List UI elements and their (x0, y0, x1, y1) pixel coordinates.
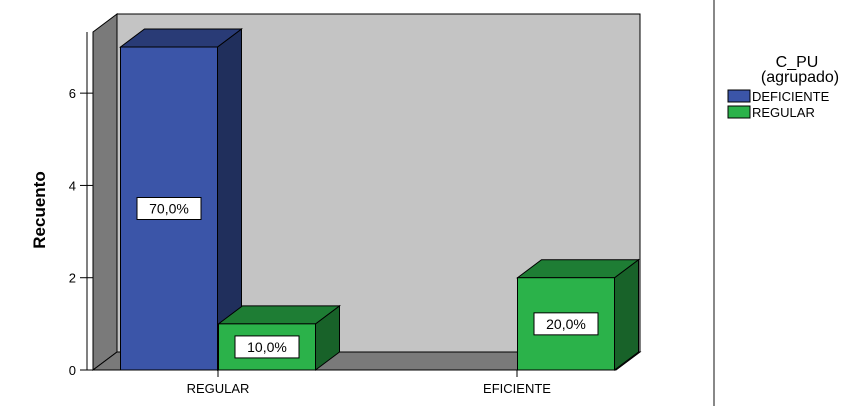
legend-swatch-regular (727, 105, 751, 119)
legend-swatch-deficiente (727, 89, 751, 103)
category-label: EFICIENTE (483, 381, 551, 396)
y-tick-label: 4 (69, 178, 76, 193)
left-wall (92, 13, 118, 371)
legend-label-regular: REGULAR (752, 105, 815, 120)
bar-side-face (614, 258, 639, 371)
bar-regular-eficiente: 20,0% (516, 258, 640, 371)
data-label: 20,0% (546, 316, 586, 332)
legend-label-deficiente: DEFICIENTE (752, 89, 830, 104)
y-tick-label: 6 (69, 86, 76, 101)
y-tick-label: 2 (69, 271, 76, 286)
category-label: REGULAR (187, 381, 250, 396)
data-label-box (234, 335, 300, 359)
y-axis-title: Recuento (30, 171, 49, 248)
bar-deficiente-regular: 70,0% (119, 28, 243, 371)
y-tick-label: 0 (69, 363, 76, 378)
category-labels: REGULAR EFICIENTE (187, 370, 551, 396)
y-axis-ticks: 0 2 4 6 (69, 86, 93, 378)
legend-title-line1: C_PU (776, 54, 819, 71)
data-label: 70,0% (149, 201, 189, 217)
bars-group: 70,0% 10,0% 20,0% (119, 28, 640, 371)
data-label-box (533, 312, 599, 336)
bar-regular-regular: 10,0% (217, 304, 341, 371)
legend: C_PU (agrupado) DEFICIENTE REGULAR (727, 54, 839, 120)
data-label-box (136, 197, 202, 220)
legend-title-line2: (agrupado) (761, 69, 839, 86)
data-label: 10,0% (247, 339, 287, 355)
